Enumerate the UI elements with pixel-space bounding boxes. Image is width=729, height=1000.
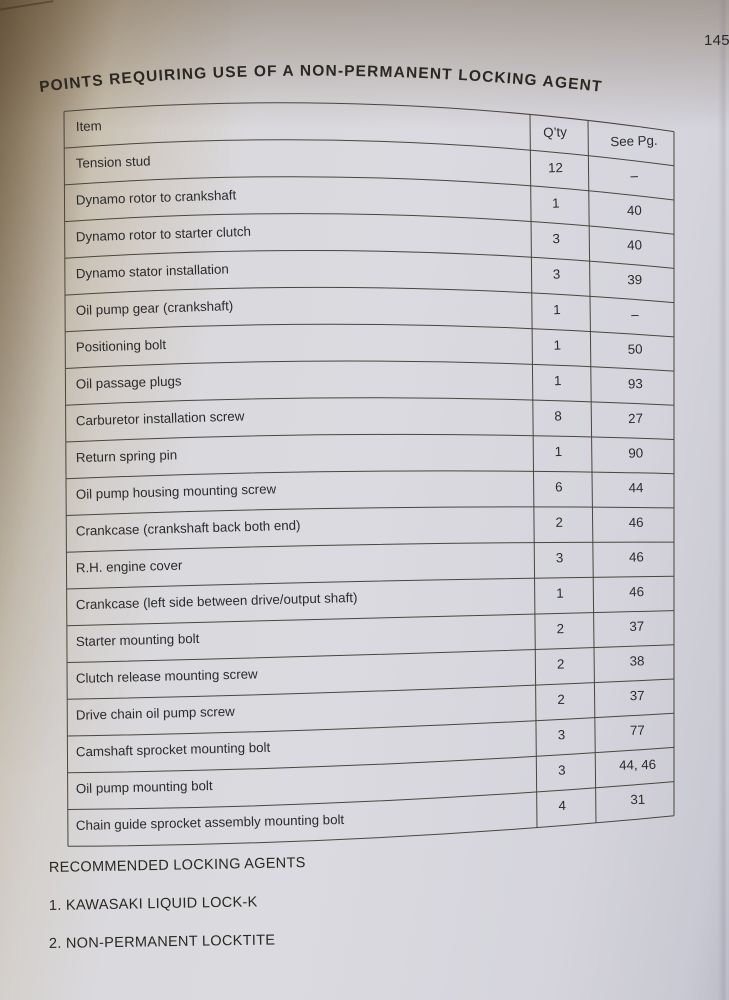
svg-text:Tension stud: Tension stud	[76, 153, 151, 170]
svg-text:Dynamo stator installation: Dynamo stator installation	[76, 261, 229, 281]
svg-text:Chain guide sprocket assembly: Chain guide sprocket assembly mounting b…	[76, 812, 345, 833]
svg-text:2: 2	[557, 656, 565, 671]
svg-text:6: 6	[555, 479, 563, 494]
svg-text:4: 4	[558, 798, 566, 813]
svg-text:46: 46	[629, 549, 644, 564]
svg-text:Drive chain oil pump screw: Drive chain oil pump screw	[76, 704, 236, 723]
svg-text:50: 50	[628, 341, 643, 356]
svg-text:Return spring pin: Return spring pin	[76, 447, 178, 465]
svg-text:Carburetor installation screw: Carburetor installation screw	[76, 409, 245, 429]
svg-text:Clutch release mounting screw: Clutch release mounting screw	[76, 666, 259, 686]
svg-text:3: 3	[553, 267, 561, 282]
svg-text:3: 3	[556, 550, 564, 565]
svg-text:R.H. engine cover: R.H. engine cover	[76, 558, 183, 576]
svg-text:1: 1	[552, 196, 560, 211]
svg-text:1. KAWASAKI LIQUID LOCK-K: 1. KAWASAKI LIQUID LOCK-K	[49, 894, 258, 914]
svg-text:RECOMMENDED LOCKING AGENTS: RECOMMENDED LOCKING AGENTS	[49, 855, 306, 876]
svg-text:40: 40	[627, 203, 642, 218]
svg-text:2: 2	[556, 621, 564, 636]
svg-text:46: 46	[629, 515, 644, 530]
svg-text:37: 37	[630, 688, 645, 703]
svg-text:Crankcase (crankshaft back bot: Crankcase (crankshaft back both end)	[76, 518, 301, 539]
svg-text:3: 3	[558, 763, 566, 778]
svg-text:Oil passage plugs: Oil passage plugs	[76, 373, 182, 391]
svg-text:37: 37	[629, 619, 644, 634]
svg-text:90: 90	[628, 445, 643, 460]
svg-text:Starter mounting bolt: Starter mounting bolt	[76, 631, 200, 649]
svg-text:44: 44	[628, 480, 643, 495]
svg-text:POINTS REQUIRING USE OF A NON-: POINTS REQUIRING USE OF A NON-PERMANENT …	[38, 63, 603, 96]
svg-text:Crankcase (left side between d: Crankcase (left side between drive/outpu…	[76, 590, 358, 612]
svg-text:Dynamo rotor to crankshaft: Dynamo rotor to crankshaft	[76, 187, 237, 207]
svg-text:2. NON-PERMANENT LOCKTITE: 2. NON-PERMANENT LOCKTITE	[49, 932, 276, 952]
svg-text:40: 40	[627, 237, 642, 252]
svg-text:Oil pump mounting bolt: Oil pump mounting bolt	[76, 778, 213, 796]
svg-text:31: 31	[630, 792, 645, 807]
svg-text:1: 1	[555, 444, 563, 459]
svg-text:See Pg.: See Pg.	[610, 133, 658, 150]
svg-text:Camshaft sprocket mounting bol: Camshaft sprocket mounting bolt	[76, 740, 271, 760]
svg-text:Oil pump gear (crankshaft): Oil pump gear (crankshaft)	[76, 298, 234, 318]
svg-text:1: 1	[556, 586, 564, 601]
svg-text:1: 1	[554, 373, 562, 388]
svg-text:Positioning bolt: Positioning bolt	[76, 337, 167, 355]
svg-text:Item: Item	[76, 118, 102, 134]
svg-text:38: 38	[629, 653, 644, 668]
svg-text:1: 1	[553, 337, 561, 352]
svg-text:Q’ty: Q’ty	[543, 124, 567, 140]
svg-text:3: 3	[558, 727, 566, 742]
svg-text:2: 2	[557, 692, 565, 707]
svg-text:2: 2	[555, 515, 563, 530]
svg-text:–: –	[631, 307, 639, 322]
svg-text:46: 46	[629, 584, 644, 599]
svg-text:Dynamo rotor to starter clutch: Dynamo rotor to starter clutch	[76, 224, 252, 245]
svg-text:44, 46: 44, 46	[619, 757, 656, 773]
svg-text:Oil pump housing mounting scre: Oil pump housing mounting screw	[76, 481, 277, 502]
svg-text:93: 93	[628, 376, 643, 391]
svg-text:12: 12	[548, 160, 563, 175]
svg-text:77: 77	[630, 723, 645, 738]
svg-text:1: 1	[553, 302, 561, 317]
svg-text:8: 8	[554, 408, 562, 423]
svg-text:3: 3	[552, 231, 560, 246]
svg-text:27: 27	[628, 411, 643, 426]
svg-text:39: 39	[627, 272, 642, 287]
svg-text:–: –	[630, 168, 638, 183]
